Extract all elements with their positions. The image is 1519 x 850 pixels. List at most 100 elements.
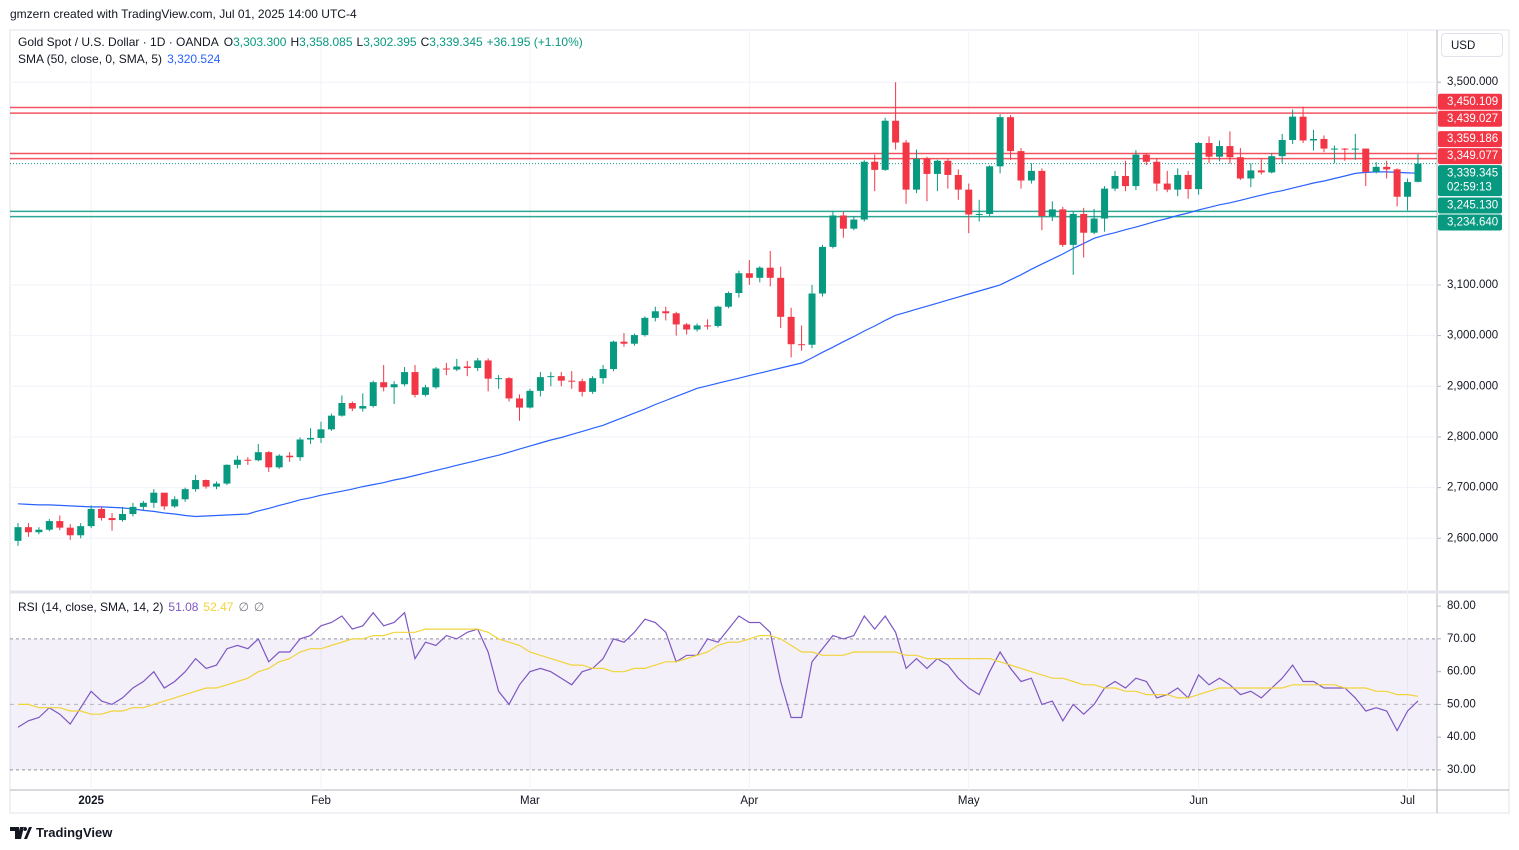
candle-body <box>139 502 147 507</box>
candle-body <box>515 398 523 408</box>
candle-body <box>704 325 712 327</box>
candle-body <box>1007 117 1015 152</box>
candle-body <box>766 267 774 278</box>
ohlc-value: 3,358.085 <box>299 35 353 49</box>
candle-body <box>1289 116 1297 140</box>
x-tick-label: Jun <box>1189 795 1208 807</box>
candle-body <box>641 317 649 336</box>
candle-body <box>453 366 461 370</box>
candle-body <box>536 377 544 391</box>
ohlc-key: H <box>290 35 300 49</box>
candle-body <box>1111 175 1119 189</box>
ohlc-key: L <box>356 35 364 49</box>
ohlc-value: 3,339.345 <box>429 35 483 49</box>
candle-body <box>411 372 419 395</box>
candle-body <box>1268 156 1276 173</box>
candle-body <box>1341 148 1349 150</box>
candle-body <box>1121 175 1129 187</box>
candle-body <box>432 368 440 388</box>
candle-body <box>975 213 983 215</box>
candle-body <box>118 513 126 521</box>
price-label-bg <box>1438 214 1502 231</box>
level-label: 3,349.077 <box>1447 150 1498 162</box>
ohlc-value: 3,303.300 <box>233 35 287 49</box>
candle-body <box>620 341 628 344</box>
currency-button[interactable]: USD <box>1441 33 1503 57</box>
candle-body <box>14 527 22 541</box>
rsi-name: RSI (14, close, SMA, 14, 2) <box>18 600 164 614</box>
candle-body <box>1372 166 1380 172</box>
candle-body <box>1205 143 1213 157</box>
candle-body <box>317 429 325 438</box>
candle-body <box>683 324 691 330</box>
candle-body <box>881 120 889 170</box>
candle-body <box>1101 188 1109 219</box>
candle-body <box>1310 138 1318 141</box>
candle-body <box>1257 170 1265 173</box>
level-label: 3,439.027 <box>1447 113 1498 125</box>
candle-body <box>495 378 503 380</box>
candle-body <box>630 335 638 344</box>
y-tick-label: 2,700.000 <box>1447 482 1498 494</box>
rsi-extra: ∅ <box>238 600 249 614</box>
x-tick-label: Apr <box>740 795 758 807</box>
y-tick-label: 2,600.000 <box>1447 532 1498 544</box>
price-label-bg <box>1438 110 1502 127</box>
level-label: 3,245.130 <box>1447 200 1498 212</box>
candle-body <box>599 369 607 379</box>
rsi-legend: RSI (14, close, SMA, 14, 2) 51.08 52.47 ∅ ∅ <box>18 600 269 614</box>
candle-body <box>1247 170 1255 179</box>
candle-body <box>829 215 837 247</box>
candle-body <box>1320 138 1328 149</box>
candle-body <box>923 158 931 174</box>
ohlc-key: C <box>420 35 430 49</box>
candle-body <box>1069 213 1077 245</box>
y-tick-label: 3,100.000 <box>1447 279 1498 291</box>
countdown-label: 02:59:13 <box>1447 182 1492 194</box>
candle-body <box>98 508 106 519</box>
candle-body <box>724 293 732 307</box>
candle-body <box>45 521 53 530</box>
credit: gmzern created with TradingView.com, Jul… <box>10 7 357 21</box>
sma-legend: SMA (50, close, 0, SMA, 5) 3,320.524 <box>18 52 225 66</box>
candle-body <box>1153 161 1161 184</box>
candle-body <box>171 499 179 507</box>
x-tick-label: Jul <box>1400 795 1415 807</box>
candle-body <box>1393 169 1401 197</box>
candle-body <box>954 174 962 190</box>
candle-body <box>442 368 450 370</box>
candle-body <box>756 267 764 278</box>
brand-logo <box>10 826 32 839</box>
candle-body <box>589 378 597 392</box>
candle-body <box>327 415 335 430</box>
price-legend: Gold Spot / U.S. Dollar · 1D · OANDA O3,3… <box>18 35 588 49</box>
candle-body <box>745 273 753 278</box>
price-label-bg <box>1438 197 1502 214</box>
candle-body <box>35 529 43 533</box>
candle-body <box>505 378 513 399</box>
candle-body <box>913 158 921 190</box>
candle-body <box>714 306 722 326</box>
candle-body <box>860 161 868 220</box>
candle-body <box>902 142 910 190</box>
change: +36.195 (+1.10%) <box>486 35 583 49</box>
candle-body <box>380 382 388 388</box>
candle-body <box>265 452 273 468</box>
candle-body <box>933 160 941 174</box>
rsi-value: 52.47 <box>203 600 234 614</box>
candle-body <box>275 455 283 468</box>
candle-body <box>390 384 398 388</box>
sma-line <box>17 171 1419 518</box>
candle-body <box>348 402 356 409</box>
candle-body <box>66 527 74 536</box>
candle-body <box>839 215 847 229</box>
candle-body <box>944 160 952 175</box>
candle-body <box>223 464 231 484</box>
x-tick-label: 2025 <box>78 795 104 807</box>
x-tick-label: May <box>958 795 980 807</box>
candle-body <box>1048 209 1056 216</box>
ohlc-value: 3,302.395 <box>363 35 417 49</box>
candle-body <box>568 380 576 382</box>
candle-body <box>213 483 221 487</box>
